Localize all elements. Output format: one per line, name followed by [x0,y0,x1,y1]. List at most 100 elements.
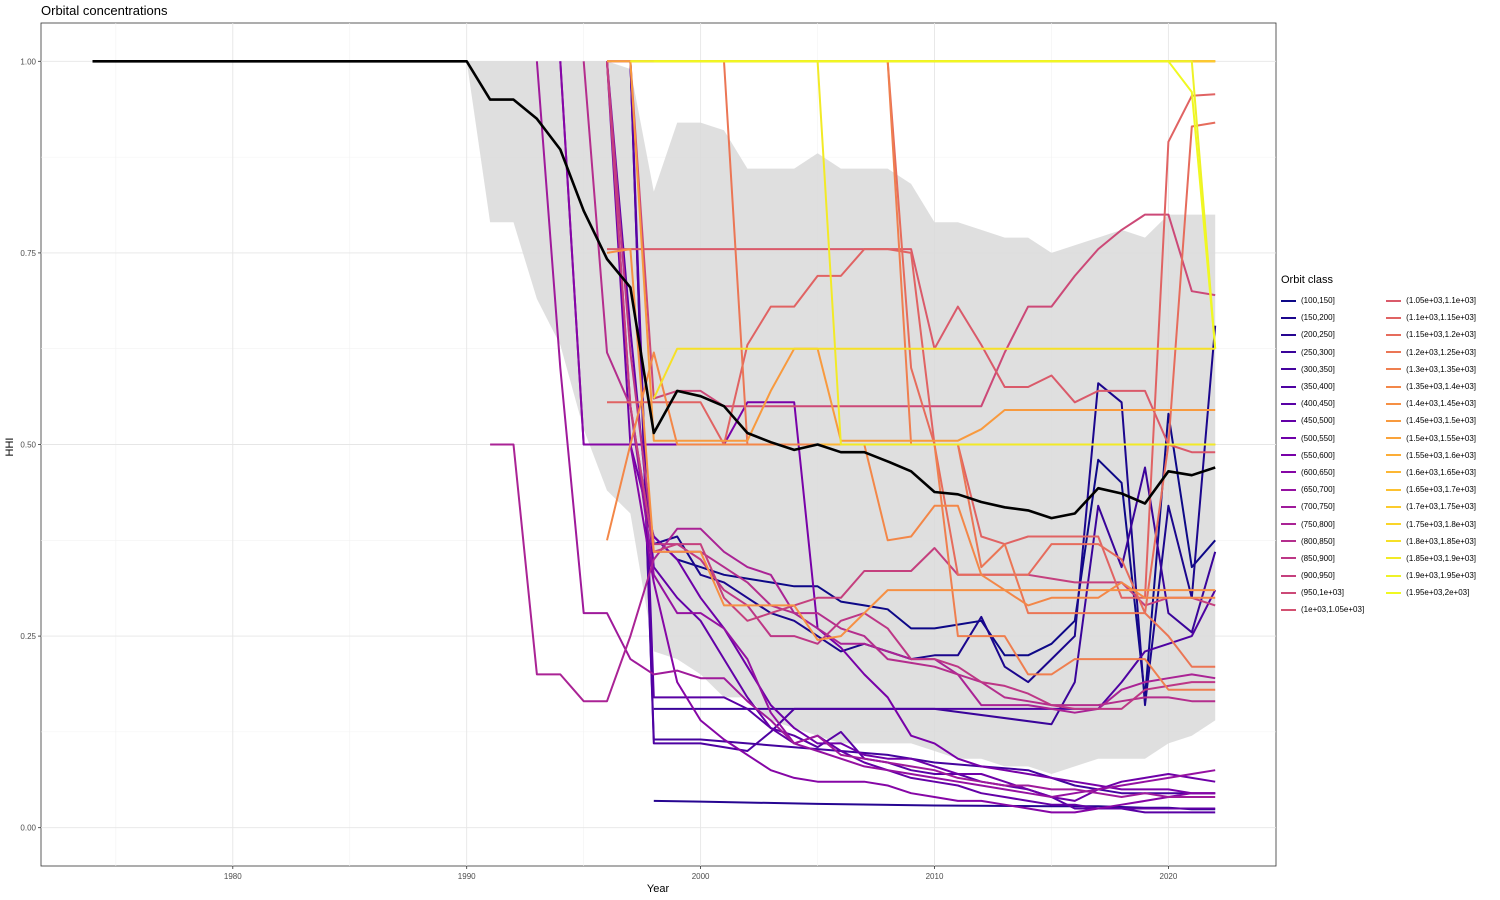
legend-label: (1.15e+03,1.2e+03] [1406,330,1477,340]
legend-swatch [1386,505,1402,508]
legend-label: (1.75e+03,1.8e+03] [1406,519,1477,529]
legend-label: (1.5e+03,1.55e+03] [1406,433,1477,443]
legend-swatch [1281,557,1296,560]
x-axis-label: Year [647,883,670,895]
legend-column-2: (1.05e+03,1.1e+03] (1.1e+03,1.15e+03] (1.1… [1386,292,1476,619]
legend-item: (250,300] [1281,344,1364,361]
series-line [653,60,1217,349]
legend-column-1: (100,150] (150,200] (200,250] (250,300] (300… [1281,292,1364,619]
legend-label: (700,750] [1301,502,1335,512]
legend-columns: (100,150] (150,200] (200,250] (250,300] (300… [1281,292,1476,619]
legend-item: (1.05e+03,1.1e+03] [1386,292,1476,309]
series-line [653,412,1216,699]
legend-label: (1.45e+03,1.5e+03] [1406,416,1477,426]
x-tick-label: 2010 [926,872,944,881]
legend-swatch [1386,437,1402,440]
y-tick-label: 0.25 [20,632,36,641]
legend-label: (400,450] [1301,399,1335,409]
legend-label: (1.3e+03,1.35e+03] [1406,364,1477,374]
legend-label: (150,200] [1301,313,1335,323]
series-line [606,351,1216,607]
legend-swatch [1386,488,1402,491]
legend-item: (1.95e+03,2e+03] [1386,584,1476,601]
series-line [629,61,1217,752]
series-line [606,248,1216,641]
legend-item: (1.85e+03,1.9e+03] [1386,550,1476,567]
legend-label: (1.65e+03,1.7e+03] [1406,485,1477,495]
legend-swatch [1281,419,1296,422]
x-tick-label: 2020 [1160,872,1178,881]
legend-swatch [1386,471,1402,474]
legend-item: (1.5e+03,1.55e+03] [1386,430,1476,447]
legend-label: (250,300] [1301,347,1335,357]
legend-item: (850,900] [1281,550,1364,567]
legend-swatch [1281,385,1296,388]
legend-swatch [1386,351,1402,354]
overall-line [92,59,1216,520]
legend-swatch [1386,540,1402,543]
legend-swatch [1281,454,1296,457]
y-tick-label: 1.00 [20,57,36,66]
legend-item: (600,650] [1281,464,1364,481]
legend-swatch [1386,419,1402,422]
series-line [816,61,1216,446]
legend-label: (850,900] [1301,553,1335,563]
legend-label: (1.4e+03,1.45e+03] [1406,399,1477,409]
legend-item: (1.9e+03,1.95e+03] [1386,567,1476,584]
legend-item: (700,750] [1281,498,1364,515]
legend-item: (1.45e+03,1.5e+03] [1386,412,1476,429]
legend-item: (1.55e+03,1.6e+03] [1386,447,1476,464]
legend-label: (800,850] [1301,536,1335,546]
legend-label: (1e+03,1.05e+03] [1301,605,1365,615]
y-axis-label: HHI [4,438,16,457]
legend-label: (1.7e+03,1.75e+03] [1406,502,1477,512]
legend-swatch [1281,540,1296,543]
legend-label: (1.85e+03,1.9e+03] [1406,553,1477,563]
legend-label: (300,350] [1301,364,1335,374]
legend-title: Orbit class [1281,274,1333,286]
ribbon-area [466,61,1216,775]
series-line [652,347,1216,399]
legend-label: (450,500] [1301,416,1335,426]
legend-label: (1.35e+03,1.4e+03] [1406,382,1477,392]
series-line [535,61,1216,798]
legend-label: (100,150] [1301,296,1335,306]
legend-item: (1.8e+03,1.85e+03] [1386,533,1476,550]
legend-swatch [1281,368,1296,371]
series-line [606,61,1216,622]
legend-swatch [1281,471,1296,474]
y-tick-label: 0.00 [20,824,36,833]
legend: Orbit class (100,150] (150,200] (200,250](… [1281,274,1476,619]
series-line [606,61,1216,798]
legend-item: (1.75e+03,1.8e+03] [1386,515,1476,532]
legend-label: (650,700] [1301,485,1335,495]
legend-item: (550,600] [1281,447,1364,464]
legend-item: (450,500] [1281,412,1364,429]
legend-swatch [1281,591,1296,594]
legend-item: (1.1e+03,1.15e+03] [1386,309,1476,326]
legend-swatch [1386,316,1402,319]
legend-item: (950,1e+03] [1281,584,1364,601]
legend-label: (550,600] [1301,450,1335,460]
legend-label: (1.6e+03,1.65e+03] [1406,467,1477,477]
legend-label: (1.05e+03,1.1e+03] [1406,296,1477,306]
legend-swatch [1281,608,1296,611]
y-tick-label: 0.50 [20,441,36,450]
series-line [606,61,1216,810]
x-tick-label: 2000 [692,872,710,881]
legend-item: (1.3e+03,1.35e+03] [1386,361,1476,378]
legend-label: (500,550] [1301,433,1335,443]
legend-item: (1.7e+03,1.75e+03] [1386,498,1476,515]
legend-swatch [1281,316,1296,319]
legend-label: (1.2e+03,1.25e+03] [1406,347,1477,357]
legend-label: (1.8e+03,1.85e+03] [1406,536,1477,546]
legend-swatch [1281,351,1296,354]
legend-swatch [1386,368,1402,371]
legend-swatch [1386,402,1402,405]
series-line [606,61,1216,802]
series-line [607,60,1216,408]
legend-swatch [1386,523,1402,526]
legend-swatch [1386,557,1402,560]
legend-swatch [1281,299,1296,302]
legend-label: (200,250] [1301,330,1335,340]
